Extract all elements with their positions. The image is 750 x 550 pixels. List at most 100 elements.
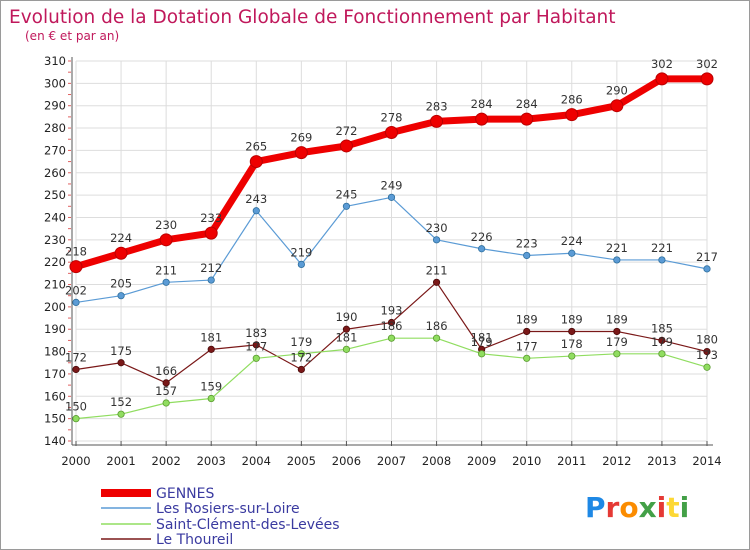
data-point-saint-clement bbox=[432, 334, 441, 342]
data-label-thoureil: 172 bbox=[65, 350, 87, 364]
data-label-rosiers: 221 bbox=[606, 241, 628, 255]
x-tick-label: 2001 bbox=[106, 454, 135, 468]
data-point-thoureil bbox=[568, 327, 576, 336]
data-label-rosiers: 217 bbox=[696, 250, 718, 264]
data-label-thoureil: 211 bbox=[426, 263, 448, 277]
data-label-saint-clement: 186 bbox=[381, 319, 403, 333]
data-label-saint-clement: 150 bbox=[65, 400, 87, 414]
data-label-gennes: 302 bbox=[651, 57, 673, 71]
data-point-gennes bbox=[610, 99, 624, 113]
data-point-saint-clement bbox=[523, 354, 531, 362]
data-label-thoureil: 175 bbox=[110, 344, 132, 358]
data-label-gennes: 230 bbox=[155, 218, 177, 232]
x-tick-label: 2011 bbox=[557, 454, 586, 468]
data-point-gennes bbox=[700, 72, 714, 86]
x-tick-label: 2000 bbox=[61, 454, 90, 468]
data-label-gennes: 272 bbox=[335, 124, 357, 138]
data-point-saint-clement bbox=[613, 350, 621, 358]
y-tick-label: 180 bbox=[44, 345, 66, 359]
data-label-gennes: 218 bbox=[65, 245, 87, 259]
y-tick-label: 300 bbox=[44, 76, 66, 90]
data-label-saint-clement: 177 bbox=[516, 339, 538, 353]
data-point-rosiers bbox=[342, 202, 351, 210]
data-label-gennes: 265 bbox=[245, 140, 267, 154]
data-point-gennes bbox=[385, 126, 398, 140]
data-point-rosiers bbox=[117, 292, 125, 300]
axes: 1401501601701801902002102202302402502602… bbox=[44, 54, 722, 468]
data-label-saint-clement: 181 bbox=[335, 330, 357, 344]
y-tick-label: 240 bbox=[44, 210, 66, 224]
data-point-saint-clement bbox=[72, 415, 80, 423]
data-label-saint-clement: 152 bbox=[110, 395, 132, 409]
data-point-rosiers bbox=[478, 245, 486, 253]
y-tick-label: 310 bbox=[44, 54, 66, 68]
data-label-rosiers: 205 bbox=[110, 277, 132, 291]
data-point-saint-clement bbox=[703, 363, 711, 371]
data-point-saint-clement bbox=[207, 394, 215, 403]
data-point-rosiers bbox=[207, 276, 215, 284]
data-point-saint-clement bbox=[117, 410, 125, 418]
data-label-gennes: 224 bbox=[110, 231, 132, 245]
data-point-thoureil bbox=[523, 327, 531, 336]
data-label-thoureil: 183 bbox=[245, 326, 267, 340]
data-point-thoureil bbox=[207, 345, 215, 353]
y-tick-label: 210 bbox=[44, 278, 66, 292]
data-label-gennes: 278 bbox=[381, 111, 403, 125]
data-label-saint-clement: 173 bbox=[696, 348, 718, 362]
data-label-saint-clement: 159 bbox=[200, 380, 222, 394]
data-label-rosiers: 224 bbox=[561, 234, 583, 248]
data-point-saint-clement bbox=[342, 345, 351, 353]
data-point-thoureil bbox=[432, 278, 441, 286]
data-label-gennes: 302 bbox=[696, 57, 718, 71]
legend-label-saint-clement: Saint-Clément-des-Levées bbox=[156, 517, 340, 533]
data-label-thoureil: 193 bbox=[381, 304, 403, 318]
legend-label-thoureil: Le Thoureil bbox=[156, 532, 233, 548]
data-label-gennes: 269 bbox=[290, 131, 312, 145]
x-tick-label: 2002 bbox=[152, 454, 181, 468]
data-label-saint-clement: 179 bbox=[471, 335, 493, 349]
logo-text: Proxiti bbox=[585, 491, 689, 524]
data-label-thoureil: 180 bbox=[696, 333, 718, 347]
x-tick-label: 2010 bbox=[512, 454, 541, 468]
data-label-rosiers: 219 bbox=[290, 245, 312, 259]
data-label-rosiers: 226 bbox=[471, 230, 493, 244]
data-label-thoureil: 189 bbox=[516, 312, 538, 326]
data-point-thoureil bbox=[162, 379, 170, 387]
chart-title: Evolution de la Dotation Globale de Fonc… bbox=[9, 7, 616, 28]
data-point-thoureil bbox=[252, 341, 260, 349]
data-label-rosiers: 223 bbox=[516, 236, 538, 250]
x-tick-label: 2005 bbox=[287, 454, 316, 468]
data-point-gennes bbox=[430, 114, 444, 128]
data-point-rosiers bbox=[252, 207, 260, 215]
logo-letter: i bbox=[657, 491, 667, 524]
data-label-saint-clement: 179 bbox=[290, 335, 312, 349]
x-tick-label: 2014 bbox=[692, 454, 721, 468]
y-tick-label: 250 bbox=[44, 188, 66, 202]
data-point-rosiers bbox=[432, 236, 441, 244]
data-label-gennes: 284 bbox=[516, 97, 538, 111]
data-point-rosiers bbox=[162, 278, 170, 286]
y-tick-label: 150 bbox=[44, 412, 66, 426]
data-label-thoureil: 189 bbox=[606, 312, 628, 326]
data-point-gennes bbox=[520, 112, 534, 126]
y-tick-label: 270 bbox=[44, 143, 66, 157]
y-tick-label: 280 bbox=[44, 121, 66, 135]
data-point-thoureil bbox=[703, 347, 711, 356]
data-label-rosiers: 221 bbox=[651, 241, 673, 255]
logo-letter: P bbox=[585, 491, 606, 524]
data-point-thoureil bbox=[297, 365, 305, 374]
data-label-thoureil: 181 bbox=[200, 330, 222, 344]
data-point-gennes bbox=[294, 146, 308, 160]
x-tick-label: 2009 bbox=[467, 454, 496, 468]
data-point-thoureil bbox=[658, 336, 666, 345]
data-label-rosiers: 249 bbox=[381, 178, 403, 192]
data-label-saint-clement: 178 bbox=[561, 337, 583, 351]
x-tick-label: 2003 bbox=[197, 454, 226, 468]
grid-lines bbox=[75, 60, 708, 442]
logo-letter: r bbox=[606, 491, 620, 524]
data-point-rosiers bbox=[387, 193, 396, 201]
data-point-rosiers bbox=[568, 249, 576, 257]
